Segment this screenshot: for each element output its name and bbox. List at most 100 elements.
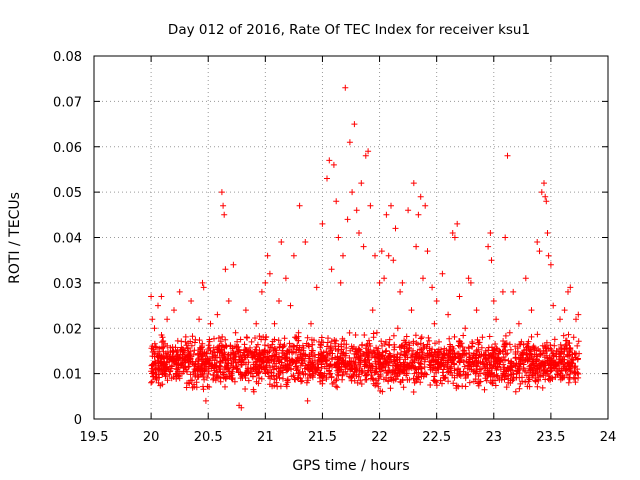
data-point [519, 374, 525, 381]
data-point [529, 371, 536, 378]
data-point [521, 367, 528, 374]
data-point [224, 357, 231, 364]
chart-title: Day 012 of 2016, Rate Of TEC Index for r… [168, 22, 530, 38]
data-point [269, 341, 276, 348]
data-point [490, 298, 497, 304]
data-point [570, 357, 577, 364]
data-point [295, 374, 302, 381]
data-point [405, 207, 412, 214]
data-point [176, 288, 183, 295]
data-point [403, 333, 410, 340]
data-point [393, 363, 400, 369]
data-point [441, 345, 448, 352]
data-point [238, 371, 245, 378]
data-point [404, 347, 411, 354]
data-point [358, 368, 365, 375]
data-point [410, 180, 417, 187]
data-point [399, 279, 406, 286]
data-point [523, 351, 530, 358]
data-point [173, 361, 180, 368]
data-point [152, 374, 159, 381]
data-point [383, 374, 390, 381]
data-point [197, 365, 203, 372]
data-point [268, 356, 275, 363]
data-point [438, 346, 444, 353]
data-point [537, 372, 543, 379]
data-point [488, 257, 495, 264]
data-point [417, 360, 424, 367]
data-point [420, 354, 427, 360]
data-point [526, 383, 533, 390]
data-point [297, 351, 304, 358]
data-point [284, 379, 291, 386]
data-point [310, 361, 317, 368]
data-point [558, 345, 565, 351]
data-point [161, 370, 168, 377]
data-point [210, 375, 217, 382]
data-point [417, 379, 424, 386]
data-point [488, 364, 495, 371]
data-point [460, 368, 467, 375]
x-tick-label: 21 [257, 430, 274, 445]
data-point [273, 351, 279, 358]
data-point [470, 361, 477, 368]
data-point [418, 334, 425, 341]
data-point [280, 375, 286, 382]
data-point [343, 345, 350, 351]
data-point [229, 376, 236, 383]
data-point [390, 257, 397, 264]
data-point [213, 354, 220, 361]
data-point [575, 311, 582, 318]
data-point [260, 357, 267, 364]
data-point [460, 332, 467, 339]
data-point [296, 202, 303, 209]
data-point [170, 348, 177, 354]
data-point [411, 379, 418, 386]
data-point [502, 234, 509, 241]
data-point [206, 338, 213, 345]
y-tick-label: 0.03 [53, 277, 82, 292]
data-point [493, 316, 500, 323]
axis-ticks [93, 55, 609, 420]
x-tick-label: 24 [600, 430, 617, 445]
data-point [343, 371, 350, 377]
data-point [363, 376, 370, 383]
data-point [218, 342, 225, 349]
data-point [203, 366, 210, 373]
data-point [413, 243, 420, 250]
data-point [225, 298, 232, 304]
data-point [264, 252, 271, 259]
data-point [567, 284, 574, 291]
data-point [433, 369, 440, 376]
data-point [379, 388, 386, 395]
data-point [318, 373, 325, 380]
data-point [207, 320, 214, 327]
data-point [352, 332, 359, 338]
data-point [509, 367, 516, 374]
data-point [412, 351, 419, 358]
data-point [385, 252, 392, 259]
data-point [351, 121, 358, 128]
data-point [261, 342, 268, 349]
data-point [429, 365, 436, 372]
data-point [283, 383, 290, 390]
data-point [383, 355, 389, 362]
data-point [260, 351, 267, 358]
data-point [371, 354, 378, 361]
y-tick-labels: 0 0.01 0.02 0.03 0.04 0.05 0.06 0.07 0.08 [53, 50, 82, 428]
data-point [457, 373, 464, 379]
data-point [462, 325, 469, 332]
data-point [528, 307, 535, 314]
data-point [298, 378, 304, 385]
data-point [198, 353, 205, 360]
data-point [173, 349, 180, 356]
data-point [189, 360, 196, 367]
data-point [299, 360, 306, 367]
data-point [303, 379, 310, 386]
data-point [288, 343, 294, 350]
data-point [235, 353, 242, 360]
data-point [198, 371, 205, 378]
data-point [280, 369, 286, 376]
data-point [230, 261, 237, 268]
data-point [242, 354, 249, 361]
